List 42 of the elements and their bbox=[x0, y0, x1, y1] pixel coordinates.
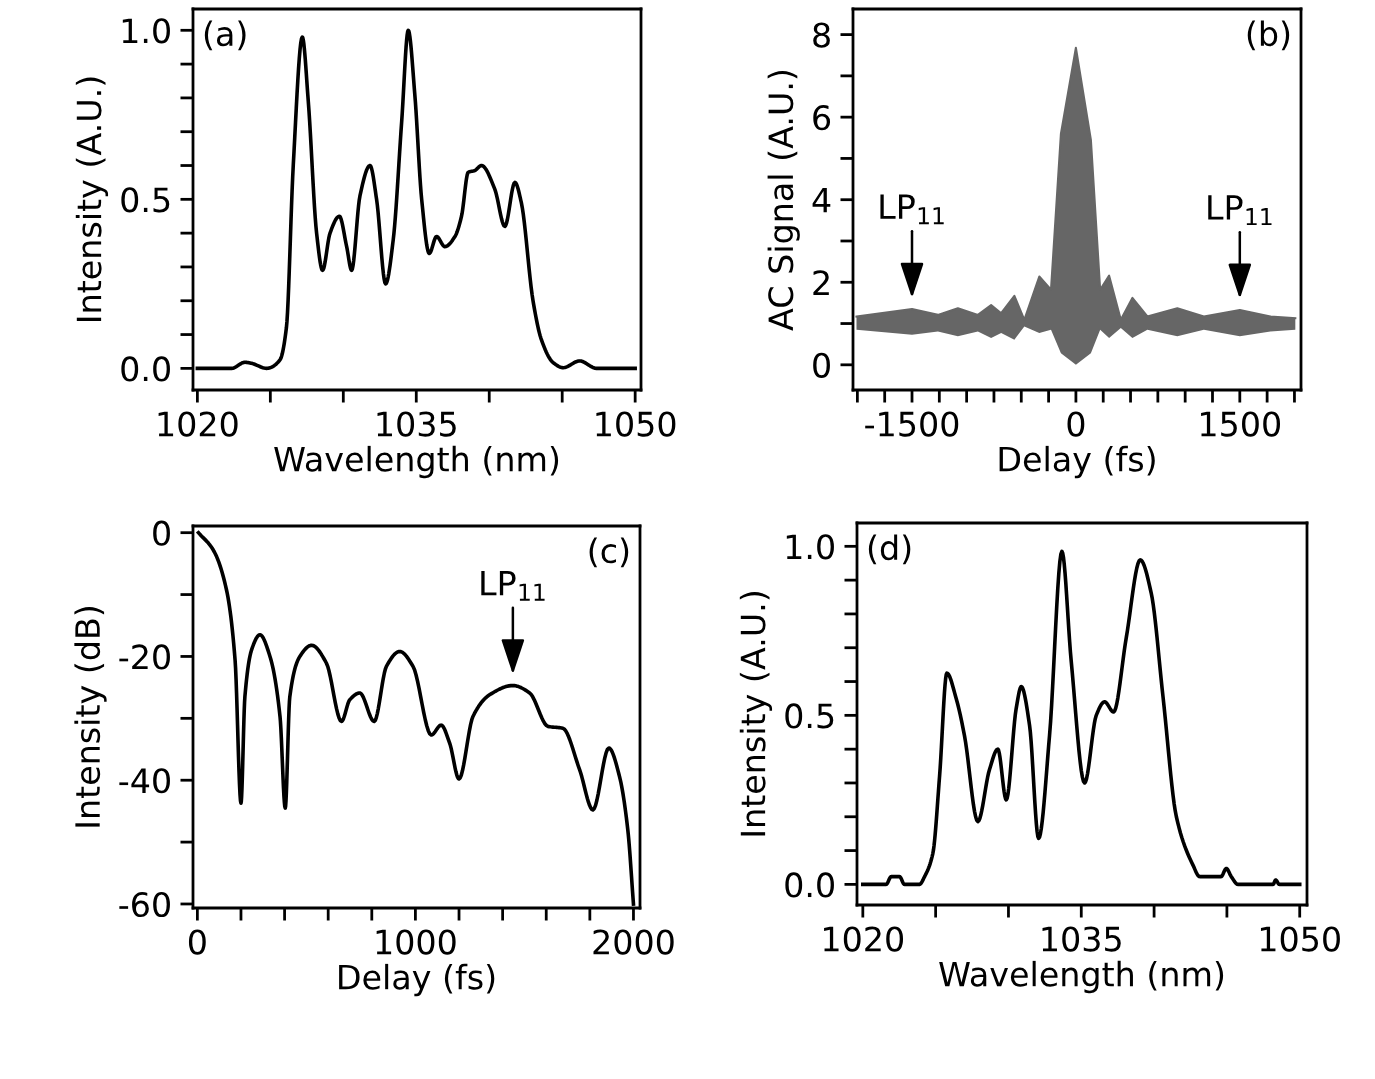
annotation: (d) bbox=[868, 534, 911, 565]
y-tick-label: 0 bbox=[813, 352, 830, 378]
y-tick-label: 4 bbox=[812, 188, 831, 213]
annotation: (a) bbox=[204, 20, 246, 51]
y-tick-label: 2 bbox=[813, 270, 829, 295]
x-axis-title: Delay (fs) bbox=[339, 963, 495, 997]
y-tick-label: 6 bbox=[813, 105, 831, 131]
y-tick-label: 0.5 bbox=[785, 703, 834, 729]
x-tick-label: 1000 bbox=[376, 929, 456, 955]
annotation: LP$_{11}$ bbox=[1208, 195, 1272, 226]
y-axis-title: Intensity (A.U.) bbox=[75, 77, 109, 321]
y-tick-label: 1.0 bbox=[786, 534, 834, 560]
y-tick-label: 0.0 bbox=[785, 872, 834, 898]
y-tick-label: 1.0 bbox=[122, 18, 170, 44]
y-tick-label: -20 bbox=[119, 644, 170, 670]
x-axis-title: Wavelength (nm) bbox=[939, 960, 1224, 994]
x-tick-label: 1035 bbox=[377, 411, 456, 437]
annotation: LP$_{11}$ bbox=[481, 570, 545, 601]
y-tick-label: 0.0 bbox=[121, 356, 170, 382]
y-axis-title: AC Signal (A.U.) bbox=[767, 70, 800, 331]
x-tick-label: -1500 bbox=[865, 411, 959, 437]
y-tick-label: -60 bbox=[119, 891, 170, 918]
y-tick-label: 0.5 bbox=[121, 187, 170, 213]
x-tick-label: 1050 bbox=[596, 411, 676, 437]
y-axis-title: Intensity (dB) bbox=[74, 607, 107, 827]
x-tick-label: 1050 bbox=[1260, 926, 1340, 952]
x-tick-label: 1035 bbox=[1042, 926, 1121, 952]
y-tick-label: 0 bbox=[153, 520, 170, 546]
x-axis-title: Delay (fs) bbox=[999, 445, 1155, 479]
annotation: LP$_{11}$ bbox=[880, 194, 944, 225]
annotation: (b) bbox=[1247, 20, 1290, 51]
annotation: (c) bbox=[589, 537, 629, 568]
x-tick-label: 0 bbox=[188, 929, 206, 955]
x-tick-label: 1020 bbox=[824, 926, 904, 952]
x-tick-label: 2000 bbox=[593, 929, 674, 955]
y-axis-title: Intensity (A.U.) bbox=[739, 592, 773, 836]
y-tick-label: -40 bbox=[119, 768, 170, 794]
y-tick-label: 8 bbox=[813, 22, 830, 48]
x-axis-title: Wavelength (nm) bbox=[274, 445, 559, 479]
x-tick-label: 1020 bbox=[158, 411, 238, 437]
x-tick-label: 1500 bbox=[1201, 411, 1281, 437]
x-tick-label: 0 bbox=[1067, 411, 1085, 437]
